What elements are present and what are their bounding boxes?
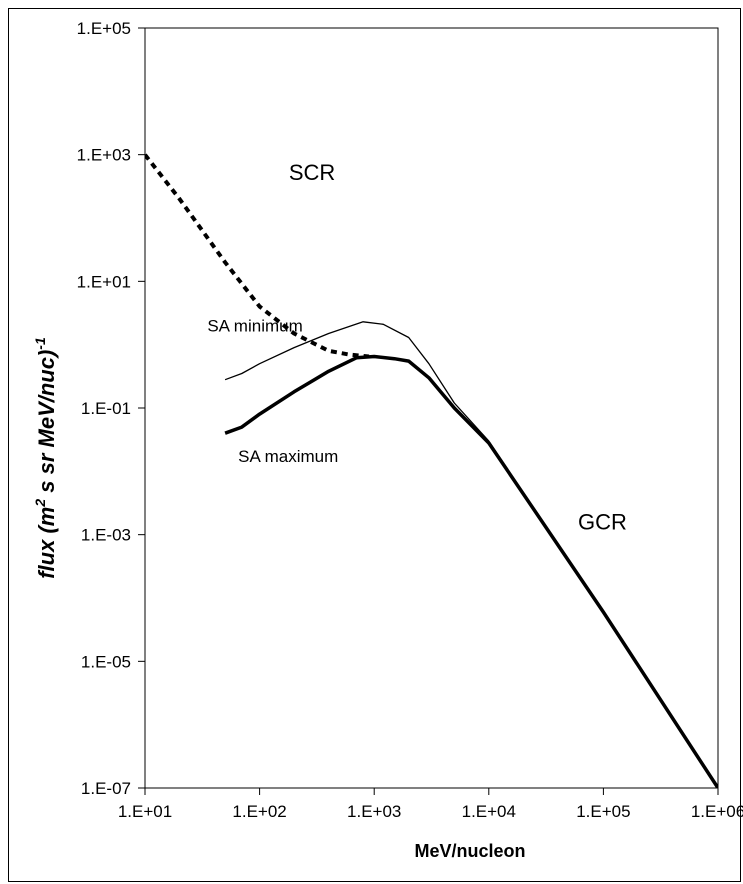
annotation-label: GCR [578,510,627,535]
plot-area [144,27,719,789]
series-line-thick [224,354,718,788]
x-tick-label: 1.E+06 [691,802,743,821]
y-tick-label: 1.E-01 [81,399,131,418]
annotation-label: SCR [289,160,335,185]
series-line-dashed [145,153,370,359]
annotation-label: SA minimum [207,317,302,336]
y-tick-label: 1.E-07 [81,779,131,798]
annotation-label: SA maximum [238,447,338,466]
y-axis-label: flux (m2 s sr MeV/nuc)-1 [32,337,59,579]
x-tick-label: 1.E+02 [232,802,286,821]
series-layer [145,153,718,788]
series-line-thin [224,321,718,788]
x-tick-label: 1.E+05 [576,802,630,821]
y-axis-label-mid: s sr MeV/nuc) [34,350,59,499]
y-axis-label-main: flux (m [34,507,59,579]
x-axis: 1.E+01 1.E+02 1.E+03 1.E+04 1.E+05 1.E+06 [118,788,743,821]
y-tick-label: 1.E+03 [77,146,131,165]
plot-border [144,27,719,789]
y-tick-label: 1.E-03 [81,526,131,545]
y-axis: 1.E+05 1.E+03 1.E+01 1.E-01 1.E-03 1.E-05 1.E-… [77,19,145,798]
y-tick-label: 1.E-05 [81,652,131,671]
x-tick-label: 1.E+03 [347,802,401,821]
annotations: SCR SA minimum SA maximum GCR [207,160,627,535]
x-tick-label: 1.E+04 [462,802,516,821]
x-tick-label: 1.E+01 [118,802,172,821]
y-axis-label-sup1: 2 [32,499,48,508]
chart-frame [8,8,741,882]
y-axis-label-sup2: -1 [32,337,48,350]
x-axis-label: MeV/nucleon [414,841,525,861]
y-tick-label: 1.E+01 [77,272,131,291]
y-tick-label: 1.E+05 [77,19,131,38]
